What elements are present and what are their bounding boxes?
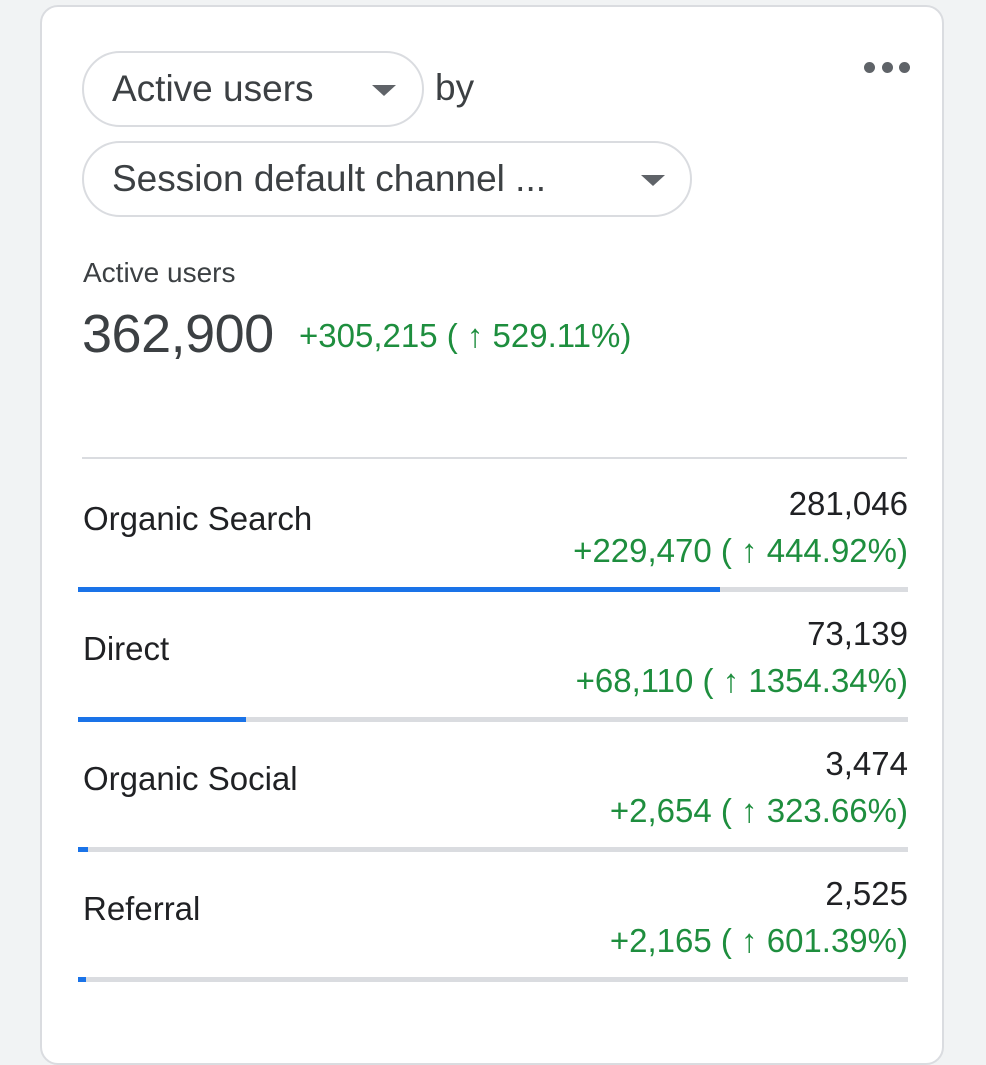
channel-value: 3,474 <box>825 745 908 782</box>
channel-change: +68,110 ( ↑ 1354.34%) <box>575 662 908 699</box>
share-bar-fill <box>78 587 720 592</box>
share-bar-track <box>78 717 908 722</box>
caret-down-icon <box>641 175 665 186</box>
caret-down-icon <box>372 85 396 96</box>
channel-row[interactable]: Organic Search 281,046 +229,470 ( ↑ 444.… <box>78 462 908 592</box>
share-bar-fill <box>78 717 246 722</box>
divider <box>82 457 907 459</box>
share-bar-fill <box>78 977 86 982</box>
channel-value: 281,046 <box>788 485 908 522</box>
total-value: 362,900 <box>82 304 274 364</box>
dimension-selector-label: Session default channel ... <box>112 158 547 199</box>
share-bar-track <box>78 847 908 852</box>
metric-selector-label: Active users <box>112 68 314 109</box>
share-bar-track <box>78 977 908 982</box>
channel-card: Active users by Session default channel … <box>40 5 944 1065</box>
by-label: by <box>435 67 475 108</box>
channel-change: +2,165 ( ↑ 601.39%) <box>609 922 908 959</box>
channel-value: 2,525 <box>825 875 908 912</box>
summary-label: Active users <box>83 257 236 288</box>
channel-value: 73,139 <box>807 615 908 652</box>
share-bar-fill <box>78 847 88 852</box>
channel-name: Organic Search <box>83 500 313 537</box>
channel-row[interactable]: Direct 73,139 +68,110 ( ↑ 1354.34%) <box>78 592 908 722</box>
channel-change: +2,654 ( ↑ 323.66%) <box>609 792 908 829</box>
dimension-selector[interactable]: Session default channel ... <box>82 141 692 217</box>
channel-row[interactable]: Organic Social 3,474 +2,654 ( ↑ 323.66%) <box>78 722 908 852</box>
channel-name: Direct <box>83 630 170 667</box>
channel-name: Referral <box>83 890 201 927</box>
channel-name: Organic Social <box>83 760 298 797</box>
more-options-icon[interactable] <box>864 57 910 77</box>
channel-row[interactable]: Referral 2,525 +2,165 ( ↑ 601.39%) <box>78 852 908 982</box>
metric-selector[interactable]: Active users <box>82 51 424 127</box>
total-change: +305,215 ( ↑ 529.11%) <box>299 317 632 354</box>
share-bar-track <box>78 587 908 592</box>
channel-change: +229,470 ( ↑ 444.92%) <box>573 532 908 569</box>
